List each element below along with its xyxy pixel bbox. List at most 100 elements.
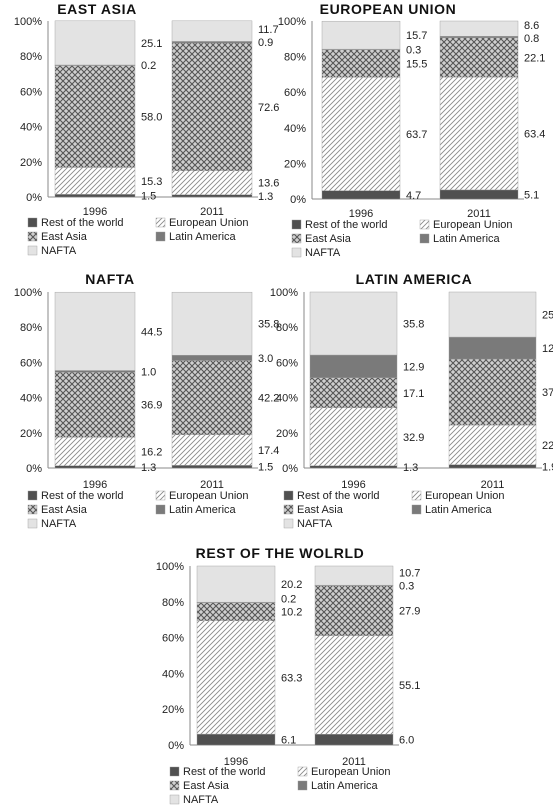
legend-label-east-asia: East Asia [41, 231, 88, 243]
chart-panel: REST OF THE WOLRLD 0% 20% 40% 60% 80% 100% 6.1 6… [156, 545, 421, 806]
y-tick-label: 0% [282, 463, 298, 475]
legend-label-nafta: NAFTA [183, 794, 219, 806]
data-label: 35.8 [258, 319, 279, 331]
bar-segment-latin-america [448, 336, 537, 360]
legend-label-nafta: NAFTA [297, 518, 333, 530]
data-label: 63.3 [281, 672, 302, 684]
bar-segment-rest-of-world [321, 190, 401, 200]
bar-segment-east-asia [54, 372, 136, 438]
y-tick-label: 80% [284, 52, 306, 64]
data-label: 17.1 [403, 388, 424, 400]
data-label: 11.7 [258, 24, 279, 36]
legend-label-east-asia: East Asia [41, 504, 88, 516]
bar-segment-nafta [54, 20, 136, 66]
bar-segment-rest-of-world [171, 465, 253, 469]
data-label: 1.0 [141, 366, 156, 378]
legend-swatch-nafta [169, 794, 180, 805]
bar-segment-european-union [439, 76, 519, 191]
legend-label-latin-america: Latin America [169, 504, 237, 516]
bar-segment-latin-america [309, 354, 398, 378]
legend-swatch-european-union [411, 490, 422, 501]
data-label: 3.0 [258, 353, 273, 365]
bar-segment-latin-america [439, 36, 519, 38]
data-label: 0.3 [399, 580, 414, 592]
legend-swatch-nafta [291, 247, 302, 258]
y-tick-label: 100% [14, 16, 42, 28]
data-label: 0.9 [258, 37, 273, 49]
legend-swatch-european-union [155, 217, 166, 228]
y-tick-label: 60% [20, 86, 42, 98]
bar-segment-east-asia [54, 65, 136, 168]
x-category-label: 2011 [342, 756, 366, 768]
legend-swatch-rest-of-world [169, 766, 180, 777]
legend-swatch-east-asia [27, 231, 38, 242]
data-label: 25.1 [141, 38, 162, 50]
data-label: 25.6 [542, 310, 553, 322]
data-label: 1.9 [542, 461, 553, 473]
x-category-label: 2011 [200, 479, 224, 491]
y-tick-label: 100% [270, 287, 298, 299]
x-category-label: 1996 [349, 208, 373, 220]
bar-segment-east-asia [196, 602, 276, 621]
y-tick-label: 0% [290, 194, 306, 206]
legend-label-rest-of-world: Rest of the world [41, 490, 124, 502]
bar-segment-latin-america [171, 354, 253, 361]
data-label: 6.1 [281, 735, 296, 747]
legend-swatch-latin-america [155, 231, 166, 242]
bar-segment-rest-of-world [439, 189, 519, 200]
y-tick-label: 20% [20, 157, 42, 169]
bar-segment-latin-america [54, 370, 136, 373]
x-category-label: 1996 [341, 479, 365, 491]
data-label: 15.5 [406, 58, 427, 70]
data-label: 17.4 [258, 445, 279, 457]
y-tick-label: 20% [20, 428, 42, 440]
y-tick-label: 60% [20, 357, 42, 369]
bar-segment-nafta [439, 20, 519, 37]
y-tick-label: 100% [156, 561, 184, 573]
bar-segment-nafta [448, 291, 537, 338]
legend-swatch-latin-america [297, 780, 308, 791]
bar-segment-east-asia [314, 585, 394, 636]
x-category-label: 2011 [200, 206, 224, 218]
legend-label-european-union: European Union [169, 217, 249, 229]
y-tick-label: 20% [284, 158, 306, 170]
data-label: 58.0 [141, 111, 162, 123]
chart-title: REST OF THE WOLRLD [196, 545, 365, 561]
legend-label-european-union: European Union [311, 766, 391, 778]
y-tick-label: 20% [276, 428, 298, 440]
bar-segment-rest-of-world [448, 464, 537, 469]
y-tick-label: 40% [284, 123, 306, 135]
legend-swatch-rest-of-world [27, 490, 38, 501]
bar-segment-nafta [196, 565, 276, 603]
y-tick-label: 60% [162, 633, 184, 645]
legend-label-european-union: European Union [433, 219, 513, 231]
data-label: 6.0 [399, 735, 414, 747]
legend-label-rest-of-world: Rest of the world [305, 219, 388, 231]
data-label: 15.3 [141, 176, 162, 188]
bar-segment-east-asia [448, 358, 537, 426]
legend-label-latin-america: Latin America [169, 231, 237, 243]
data-label: 0.8 [524, 33, 539, 45]
legend-swatch-east-asia [283, 504, 294, 515]
y-tick-label: 0% [168, 740, 184, 752]
data-label: 42.2 [258, 393, 279, 405]
data-label: 22.5 [542, 440, 553, 452]
data-label: 1.3 [141, 462, 156, 474]
y-tick-label: 60% [284, 87, 306, 99]
y-tick-label: 80% [20, 51, 42, 63]
data-label: 13.6 [258, 178, 279, 190]
data-label: 32.9 [403, 432, 424, 444]
data-label: 37.5 [542, 387, 553, 399]
chart-title: EAST ASIA [57, 1, 137, 17]
bar-segment-nafta [321, 20, 401, 50]
data-label: 12.5 [542, 343, 553, 355]
y-tick-label: 100% [278, 16, 306, 28]
bar-segment-european-union [309, 407, 398, 466]
x-category-label: 1996 [224, 756, 248, 768]
y-tick-label: 80% [162, 597, 184, 609]
legend-label-latin-america: Latin America [425, 504, 493, 516]
legend-swatch-east-asia [291, 233, 302, 244]
bar-segment-east-asia [171, 360, 253, 435]
y-tick-label: 0% [26, 192, 42, 204]
